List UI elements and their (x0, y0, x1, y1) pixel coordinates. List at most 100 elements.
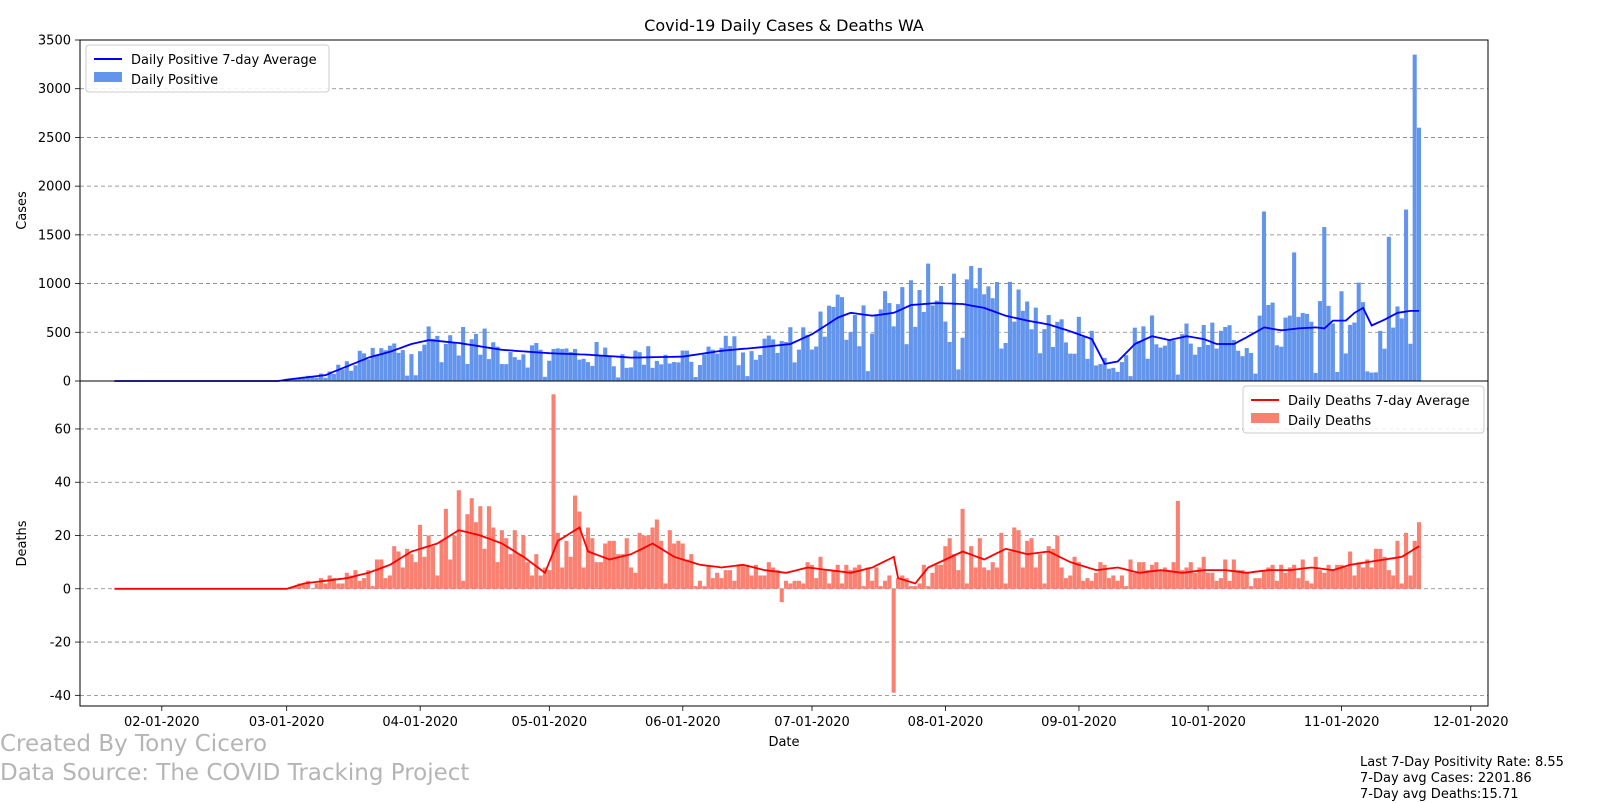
bar (1038, 353, 1043, 381)
bar (994, 282, 1000, 381)
bar (383, 578, 388, 589)
bar (667, 530, 672, 589)
bar (964, 583, 969, 589)
bar (340, 583, 345, 589)
bar (796, 580, 802, 589)
bar (956, 570, 961, 589)
bar (870, 580, 875, 589)
y-tick-label: 3000 (38, 82, 71, 97)
bar (1016, 289, 1021, 381)
bar (1360, 567, 1366, 589)
bar (891, 326, 896, 381)
x-axis-label: Date (768, 735, 799, 750)
bar (1025, 301, 1030, 381)
bar (1076, 562, 1081, 589)
bar (762, 338, 767, 381)
bar (366, 570, 371, 589)
y-tick-label: 500 (46, 326, 71, 341)
bar (870, 333, 875, 381)
bar (930, 572, 935, 589)
bar (753, 564, 758, 589)
bar (895, 578, 901, 589)
bar (1076, 316, 1081, 381)
bar (581, 567, 586, 589)
bar (1158, 347, 1163, 381)
bar (697, 580, 702, 589)
bar (448, 559, 453, 589)
bar (805, 562, 810, 589)
bar (693, 586, 698, 589)
bar (1313, 556, 1318, 589)
bar (1033, 307, 1038, 381)
bar (646, 535, 651, 589)
bar (340, 369, 345, 381)
bar (1128, 559, 1133, 589)
legend-bar-swatch (1251, 413, 1279, 423)
bar (465, 363, 470, 381)
bar (895, 304, 901, 381)
bar (525, 367, 530, 381)
bar (1085, 358, 1090, 381)
bar (792, 362, 797, 381)
bar (344, 572, 349, 589)
bar (818, 556, 823, 589)
bar (818, 311, 823, 381)
bar (435, 335, 440, 381)
bar (654, 519, 659, 589)
bar (728, 346, 733, 381)
bar (835, 294, 840, 381)
bar (999, 348, 1004, 381)
bar (430, 338, 436, 381)
x-tick-label: 08-01-2020 (908, 715, 984, 730)
bar (323, 583, 328, 589)
bar (1395, 306, 1400, 381)
bar (719, 578, 724, 589)
bar (331, 373, 336, 381)
bar (611, 366, 616, 381)
bar (405, 548, 410, 589)
bar (740, 564, 746, 589)
bar (788, 327, 793, 381)
bar (1167, 570, 1172, 589)
bar (1270, 564, 1275, 589)
bar (327, 371, 332, 381)
bar (1050, 548, 1056, 589)
bar (1098, 562, 1103, 589)
bar (1042, 329, 1047, 381)
bar (1253, 373, 1258, 381)
bar (684, 350, 690, 381)
y-tick-label: 0 (63, 375, 71, 390)
bar (400, 350, 405, 381)
bar (1348, 324, 1353, 381)
bar (577, 359, 582, 381)
bar (314, 377, 319, 381)
bar (452, 343, 457, 381)
bar (542, 567, 547, 589)
bar (827, 583, 832, 589)
bar (499, 364, 504, 381)
bar (293, 379, 298, 381)
bar (1416, 522, 1422, 589)
bar (1197, 567, 1202, 589)
bar (1244, 347, 1249, 381)
bar (413, 375, 418, 381)
legend-box (85, 44, 330, 93)
bar (1378, 548, 1383, 589)
bar (1365, 371, 1370, 381)
bar (293, 586, 298, 589)
bar (1171, 340, 1176, 381)
bar (1231, 340, 1236, 381)
bar (1240, 570, 1245, 589)
bar (852, 315, 857, 381)
bar (822, 336, 827, 381)
bar (689, 554, 694, 589)
bar (1068, 575, 1073, 589)
x-tick-label: 10-01-2020 (1170, 715, 1246, 730)
bar (809, 564, 814, 589)
y-tick-label: -20 (50, 636, 71, 651)
bar (1210, 322, 1215, 381)
bar (598, 355, 603, 381)
bar (1339, 564, 1344, 589)
bar (1180, 334, 1185, 381)
bar (465, 514, 470, 589)
